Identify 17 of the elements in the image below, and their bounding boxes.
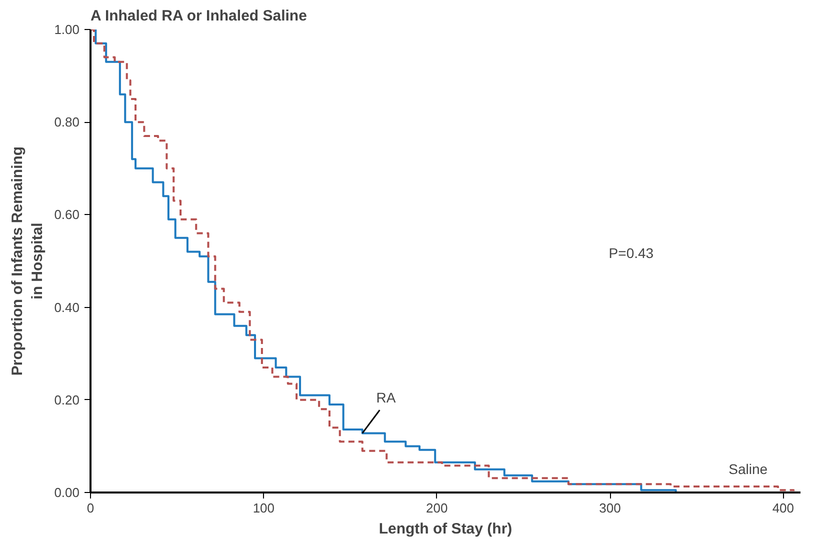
x-tick-label: 0: [86, 500, 94, 516]
chart-title: A Inhaled RA or Inhaled Saline: [90, 8, 307, 24]
y-axis-title: Proportion of Infants Remaining in Hospital: [8, 146, 46, 376]
annotation: P=0.43: [608, 245, 654, 261]
x-tick-label: 400: [772, 500, 794, 516]
series-label: RA: [376, 389, 396, 406]
x-axis-title: Length of Stay (hr): [378, 520, 512, 538]
y-tick-label: 0.00: [54, 485, 80, 500]
y-tick-label: 0.60: [54, 207, 80, 222]
x-tick-label: 200: [426, 500, 448, 516]
x-tick-label: 100: [252, 500, 275, 516]
y-tick-label: 0.80: [54, 114, 80, 130]
y-tick-label: 0.20: [54, 392, 80, 408]
y-tick-label: 1.00: [54, 22, 80, 37]
x-tick-label: 300: [599, 500, 621, 516]
series-label: Saline: [728, 461, 768, 478]
y-tick-label: 0.40: [54, 300, 80, 315]
